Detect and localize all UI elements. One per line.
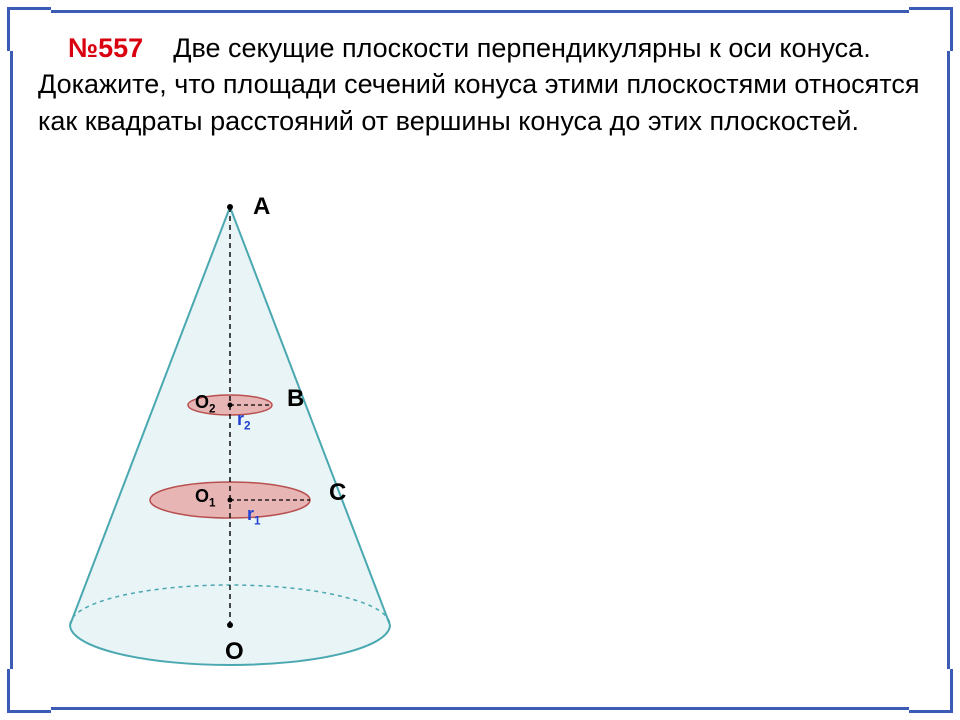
problem-statement: №557 Две секущие плоскости перпендикуляр… (38, 30, 922, 139)
label-O2: O2 (195, 392, 216, 416)
point-o1 (228, 498, 233, 503)
corner-decoration (7, 669, 51, 713)
label-O1: O1 (195, 486, 216, 510)
problem-body: Две секущие плоскости перпендикулярны к … (38, 33, 919, 136)
cone-diagram: A B C O O2 O1 r2 r1 (55, 195, 455, 695)
content-area: №557 Две секущие плоскости перпендикуляр… (38, 30, 922, 139)
corner-decoration (909, 669, 953, 713)
label-r1: r1 (247, 504, 261, 528)
cone-svg (55, 195, 455, 695)
label-C: C (329, 479, 346, 507)
label-O: O (225, 638, 244, 666)
problem-number: №557 (68, 33, 143, 63)
point-o (227, 622, 233, 628)
label-r2: r2 (237, 409, 251, 433)
point-apex (227, 204, 233, 210)
label-B: B (287, 385, 304, 413)
label-A: A (253, 193, 270, 221)
point-o2 (228, 403, 233, 408)
